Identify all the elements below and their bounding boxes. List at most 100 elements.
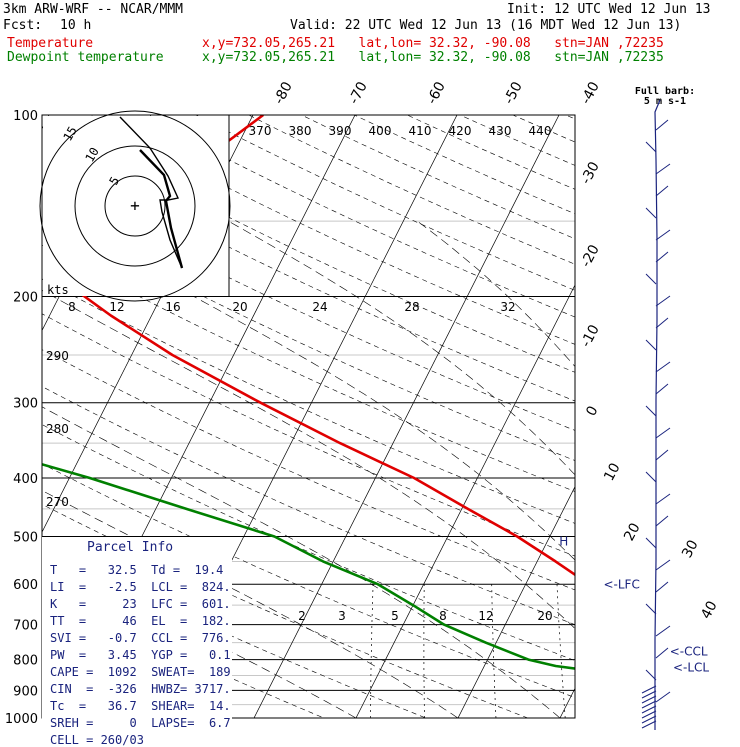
h-marker: H [559, 535, 568, 549]
hodograph-units: kts [47, 283, 69, 297]
wind-barb [656, 648, 668, 658]
wind-profile: Full barb:5 m s-1 [635, 86, 695, 730]
wind-barb [646, 340, 656, 350]
theta-label: 430 [489, 124, 512, 138]
upper-scale-label: 12 [109, 300, 124, 314]
pressure-tick-label: 800 [13, 654, 38, 669]
theta-label: 420 [449, 124, 472, 138]
wind-barb [656, 428, 670, 438]
dry-adiabat [435, 57, 740, 731]
parcel-row: CIN = -326 HWBZ= 3717. [50, 682, 231, 696]
parcel-row: CAPE = 1092 SWEAT= 189 [50, 665, 231, 679]
isotherm-label: -10 [578, 322, 603, 350]
theta-label: 380 [289, 124, 312, 138]
isotherm-label: 0 [583, 403, 601, 418]
mixing-ratio-label: 20 [537, 609, 552, 623]
pressure-tick-label: 600 [13, 578, 38, 593]
isotherm-label: -70 [346, 79, 371, 107]
pressure-tick-label: 400 [13, 472, 38, 487]
mixing-ratio-label: 12 [478, 609, 493, 623]
pressure-tick-label: 300 [13, 397, 38, 412]
wind-barb [656, 318, 668, 328]
barb-legend-units: 5 m s-1 [644, 96, 686, 107]
dry-adiabat-label: 280 [46, 422, 69, 436]
mixing-ratio-line [371, 584, 374, 718]
wind-barb [656, 626, 670, 636]
parcel-row: T = 32.5 Td = 19.4 [50, 563, 223, 577]
moist-adiabat [229, 221, 740, 718]
parcel-row: TT = 46 EL = 182. [50, 614, 231, 628]
wind-barb [646, 274, 656, 284]
isotherm-label: 20 [621, 520, 643, 543]
isotherm-label: -50 [501, 79, 526, 107]
mixing-ratio-label: 3 [338, 609, 346, 623]
wind-barb [656, 582, 668, 592]
level-annotation: <-CCL [670, 645, 708, 659]
parcel-row: CELL = 260/03 [50, 733, 144, 747]
parcel-info-title: Parcel Info [87, 540, 173, 555]
mixing-ratio-line [616, 584, 628, 718]
theta-label: 410 [409, 124, 432, 138]
wind-barb [646, 208, 656, 218]
wind-barb [656, 516, 668, 526]
upper-scale-label: 16 [165, 300, 180, 314]
isotherm [254, 115, 559, 718]
parcel-row: SREH = 0 LAPSE= 6.7 [50, 716, 231, 730]
wind-barb [656, 186, 668, 196]
dry-adiabat-label: 270 [46, 495, 69, 509]
mixing-ratio-label: 2 [298, 609, 306, 623]
parcel-row: Tc = 36.7 SHEAR= 14. [50, 699, 231, 713]
isotherm-label: -60 [424, 79, 449, 107]
dry-adiabat [535, 57, 740, 731]
wind-barb [656, 296, 670, 306]
hodograph-center: + [130, 196, 140, 215]
upper-scale-label: 20 [232, 300, 247, 314]
wind-barb [646, 142, 656, 152]
mixing-ratio-line [424, 584, 425, 718]
pressure-tick-label: 100 [13, 109, 38, 124]
upper-scale-label: 32 [500, 300, 515, 314]
wind-barb [646, 472, 656, 482]
theta-label: 440 [529, 124, 552, 138]
parcel-row: K = 23 LFC = 601. [50, 597, 231, 611]
dry-adiabat [386, 57, 740, 731]
isotherm [560, 115, 740, 718]
mixing-ratio-line [557, 584, 565, 718]
parcel-row: SVI = -0.7 CCL = 776. [50, 631, 231, 645]
pressure-tick-label: 500 [13, 530, 38, 545]
parcel-row: LI = -2.5 LCL = 824. [50, 580, 231, 594]
wind-barb [646, 406, 656, 416]
wind-barb [656, 362, 670, 372]
dry-adiabat-label: 290 [46, 349, 69, 363]
dry-adiabat [336, 57, 740, 731]
isotherm [458, 115, 740, 718]
wind-barb [656, 164, 670, 174]
upper-scale-label: 24 [312, 300, 327, 314]
isotherm-label: -20 [578, 242, 603, 270]
isotherm-label: -30 [578, 159, 603, 187]
wind-barb [656, 384, 668, 394]
moist-adiabat [417, 221, 740, 718]
parcel-row: PW = 3.45 YGP = 0.1 [50, 648, 231, 662]
isotherm [356, 115, 661, 718]
mixing-ratio-label: 5 [391, 609, 399, 623]
level-annotation: <-LCL [673, 660, 709, 674]
pressure-tick-label: 900 [13, 684, 38, 699]
theta-label: 390 [329, 124, 352, 138]
isotherm-label: 40 [698, 598, 720, 621]
parcel-info-panel: Parcel Info T = 32.5 Td = 19.4 LI = -2.5… [42, 537, 232, 733]
level-annotation: <-LFC [603, 578, 639, 592]
pressure-tick-label: 1000 [5, 712, 38, 727]
isotherm-label: 30 [679, 537, 701, 560]
wind-barb [646, 538, 656, 548]
theta-label: 370 [249, 124, 272, 138]
wind-barb [656, 120, 668, 130]
wind-barb [656, 692, 670, 702]
wind-barb [656, 230, 670, 240]
upper-scale-label: 28 [404, 300, 419, 314]
isotherm-label: -40 [578, 79, 603, 107]
wind-barb [656, 494, 670, 504]
upper-scale-label: 8 [68, 300, 76, 314]
wind-barb [656, 450, 668, 460]
